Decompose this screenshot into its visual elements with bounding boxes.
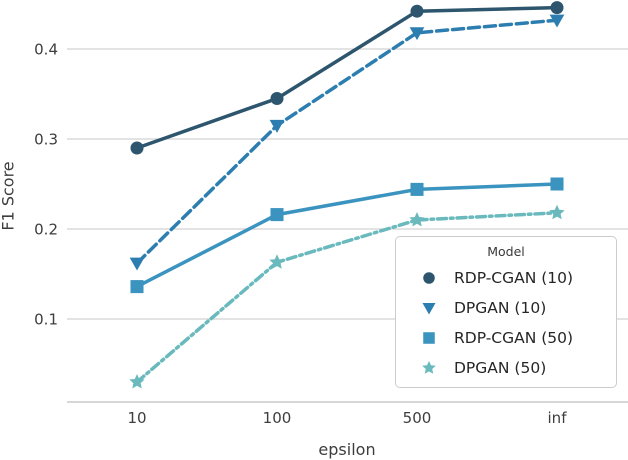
circle-marker-icon	[410, 4, 424, 18]
data-series	[129, 1, 565, 389]
series-rdp-cgan-10	[130, 1, 564, 155]
star-marker-icon	[422, 360, 436, 374]
legend-item-rdp-cgan-50: RDP-CGAN (50)	[396, 323, 616, 353]
square-marker-icon	[270, 208, 284, 222]
circle-marker-icon	[423, 272, 435, 284]
y-tick-label: 0.3	[34, 130, 58, 148]
x-tick-label: 100	[263, 409, 292, 427]
triangle-down-marker-icon	[549, 14, 565, 28]
series-dpgan-50	[129, 204, 565, 389]
legend-item-label: RDP-CGAN (10)	[454, 269, 574, 287]
legend-item-rdp-cgan-10: RDP-CGAN (10)	[396, 263, 616, 293]
legend-item-dpgan-50: DPGAN (50)	[396, 353, 616, 383]
series-line-rdp-cgan-10	[135, 5, 559, 150]
star-marker-icon	[269, 254, 285, 269]
triangle-down-marker-icon	[269, 119, 285, 133]
square-marker-icon	[423, 332, 435, 344]
star-marker-icon	[409, 211, 425, 227]
circle-marker-icon	[130, 141, 144, 155]
series-line-dpgan-10	[135, 18, 559, 265]
legend-items: RDP-CGAN (10) DPGAN (10) RDP-CGAN (50) DPGA…	[396, 263, 616, 383]
legend-item-label: DPGAN (50)	[454, 359, 547, 377]
x-tick-label: 10	[127, 409, 146, 427]
circle-marker-icon	[414, 268, 444, 288]
y-tick-label: 0.2	[34, 220, 58, 238]
legend-item-dpgan-10: DPGAN (10)	[396, 293, 616, 323]
circle-marker-icon	[270, 91, 284, 106]
star-marker-icon	[129, 373, 145, 389]
legend-box: Model RDP-CGAN (10) DPGAN (10) RDP-CGAN (5…	[395, 236, 617, 388]
legend-title: Model	[487, 244, 525, 259]
star-marker-icon	[414, 358, 444, 378]
triangle-down-marker-icon	[414, 298, 444, 318]
series-line-dpgan-50	[135, 211, 559, 384]
triangle-down-marker-icon	[422, 303, 436, 315]
circle-marker-icon	[550, 1, 564, 15]
square-marker-icon	[130, 280, 144, 294]
series-line-rdp-cgan-50	[135, 182, 559, 289]
square-marker-icon	[414, 328, 444, 348]
tick-labels: 0.1 0.2 0.3 0.4 10 100 500 inf	[34, 40, 567, 427]
square-marker-icon	[550, 177, 564, 191]
triangle-down-marker-icon	[409, 27, 425, 41]
x-axis-label: epsilon	[318, 440, 375, 459]
y-tick-label: 0.4	[34, 40, 58, 58]
legend-item-label: RDP-CGAN (50)	[454, 329, 574, 347]
y-tick-label: 0.1	[34, 310, 58, 328]
y-axis-label: F1 Score	[0, 161, 18, 230]
star-marker-icon	[549, 204, 565, 220]
x-tick-label: inf	[548, 409, 568, 427]
series-rdp-cgan-50	[130, 177, 564, 294]
square-marker-icon	[410, 182, 424, 196]
triangle-down-marker-icon	[129, 257, 145, 271]
legend-item-label: DPGAN (10)	[454, 299, 547, 317]
x-tick-label: 500	[403, 409, 432, 427]
series-dpgan-10	[129, 14, 565, 271]
